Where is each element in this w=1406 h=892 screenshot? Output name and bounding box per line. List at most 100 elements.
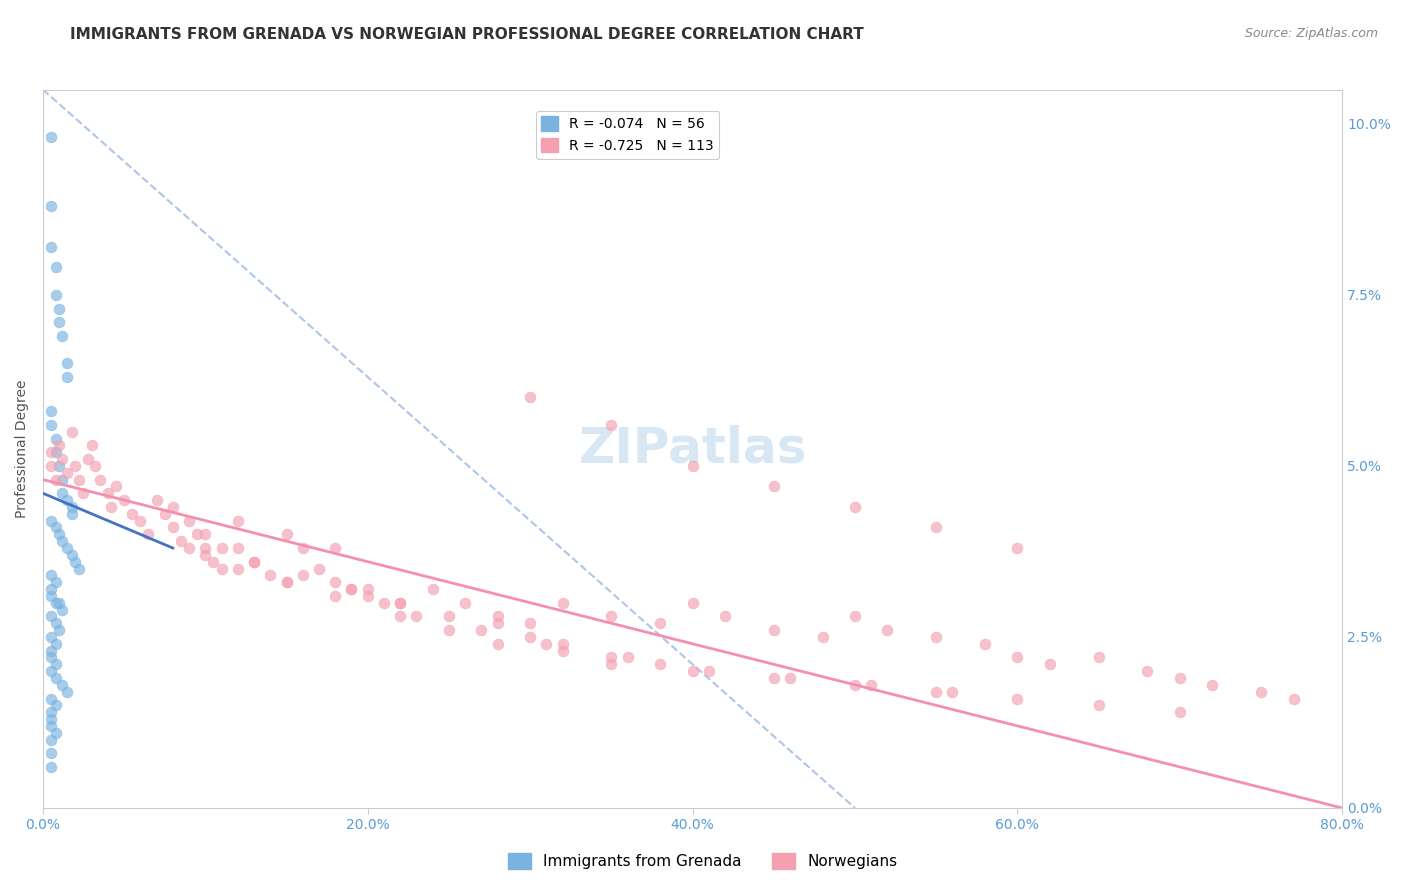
Point bbox=[276, 575, 298, 590]
Point bbox=[1168, 671, 1191, 685]
Legend: Immigrants from Grenada, Norwegians: Immigrants from Grenada, Norwegians bbox=[502, 847, 904, 875]
Point bbox=[551, 596, 574, 610]
Text: Source: ZipAtlas.com: Source: ZipAtlas.com bbox=[1244, 27, 1378, 40]
Point bbox=[48, 527, 70, 541]
Point bbox=[1007, 650, 1029, 665]
Point bbox=[45, 445, 67, 459]
Point bbox=[100, 500, 122, 514]
Point bbox=[323, 589, 346, 603]
Point bbox=[65, 458, 87, 473]
Point bbox=[844, 678, 866, 692]
Point bbox=[974, 637, 997, 651]
Point bbox=[844, 609, 866, 624]
Point bbox=[389, 596, 412, 610]
Point bbox=[45, 637, 67, 651]
Point bbox=[39, 760, 62, 774]
Point bbox=[51, 534, 73, 549]
Point bbox=[39, 691, 62, 706]
Point bbox=[925, 684, 948, 698]
Point bbox=[1087, 650, 1109, 665]
Point bbox=[779, 671, 801, 685]
Point bbox=[45, 671, 67, 685]
Point bbox=[323, 575, 346, 590]
Point bbox=[39, 589, 62, 603]
Point bbox=[389, 609, 412, 624]
Point bbox=[60, 425, 83, 439]
Point bbox=[551, 643, 574, 657]
Point bbox=[39, 458, 62, 473]
Point bbox=[51, 329, 73, 343]
Point bbox=[39, 582, 62, 596]
Point bbox=[67, 561, 90, 575]
Point bbox=[1007, 691, 1029, 706]
Point bbox=[56, 466, 79, 480]
Point bbox=[39, 568, 62, 582]
Point bbox=[941, 684, 963, 698]
Point bbox=[39, 240, 62, 254]
Point bbox=[600, 609, 623, 624]
Point bbox=[39, 404, 62, 418]
Point bbox=[519, 616, 541, 631]
Point bbox=[67, 473, 90, 487]
Point bbox=[39, 650, 62, 665]
Point bbox=[226, 561, 249, 575]
Point bbox=[97, 486, 120, 500]
Point bbox=[162, 520, 184, 534]
Point bbox=[60, 507, 83, 521]
Point bbox=[1007, 541, 1029, 555]
Point bbox=[51, 452, 73, 467]
Point bbox=[112, 493, 135, 508]
Point bbox=[454, 596, 477, 610]
Point bbox=[1168, 705, 1191, 719]
Point bbox=[811, 630, 834, 644]
Point bbox=[65, 555, 87, 569]
Point bbox=[51, 602, 73, 616]
Point bbox=[291, 541, 314, 555]
Point bbox=[600, 650, 623, 665]
Point bbox=[39, 719, 62, 733]
Point bbox=[276, 575, 298, 590]
Point bbox=[60, 500, 83, 514]
Point bbox=[762, 623, 785, 637]
Point bbox=[259, 568, 281, 582]
Point bbox=[45, 432, 67, 446]
Point bbox=[194, 527, 217, 541]
Point bbox=[697, 664, 720, 678]
Point bbox=[202, 555, 225, 569]
Point bbox=[600, 417, 623, 432]
Point bbox=[51, 678, 73, 692]
Point bbox=[762, 671, 785, 685]
Point bbox=[39, 746, 62, 760]
Point bbox=[323, 541, 346, 555]
Point bbox=[39, 705, 62, 719]
Point bbox=[51, 473, 73, 487]
Point bbox=[39, 199, 62, 213]
Point bbox=[48, 438, 70, 452]
Point bbox=[876, 623, 898, 637]
Point bbox=[39, 732, 62, 747]
Point bbox=[56, 493, 79, 508]
Point bbox=[682, 596, 704, 610]
Point bbox=[844, 500, 866, 514]
Point bbox=[56, 541, 79, 555]
Point bbox=[186, 527, 208, 541]
Point bbox=[648, 616, 671, 631]
Point bbox=[226, 514, 249, 528]
Point bbox=[56, 370, 79, 384]
Point bbox=[39, 712, 62, 726]
Point bbox=[486, 616, 509, 631]
Point bbox=[486, 609, 509, 624]
Point bbox=[121, 507, 143, 521]
Point bbox=[437, 623, 460, 637]
Point bbox=[373, 596, 395, 610]
Point bbox=[1282, 691, 1305, 706]
Point bbox=[39, 417, 62, 432]
Point bbox=[519, 630, 541, 644]
Point bbox=[1039, 657, 1062, 672]
Point bbox=[860, 678, 883, 692]
Point bbox=[211, 541, 233, 555]
Point bbox=[276, 527, 298, 541]
Point bbox=[145, 493, 167, 508]
Point bbox=[80, 438, 103, 452]
Point bbox=[89, 473, 111, 487]
